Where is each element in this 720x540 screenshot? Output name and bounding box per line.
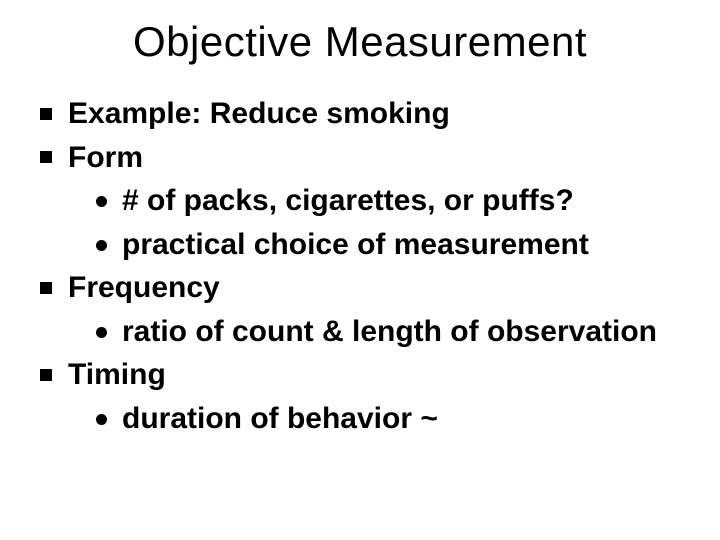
list-item: Form # of packs, cigarettes, or puffs? p…	[40, 136, 680, 267]
list-item: # of packs, cigarettes, or puffs?	[96, 179, 680, 223]
list-item: ratio of count & length of observation	[96, 310, 680, 354]
list-item-label: # of packs, cigarettes, or puffs?	[122, 184, 574, 217]
list-item-label: Timing	[68, 358, 166, 391]
sub-bullet-list: # of packs, cigarettes, or puffs? practi…	[68, 179, 680, 266]
list-item-label: Example: Reduce smoking	[68, 97, 450, 130]
list-item: practical choice of measurement	[96, 223, 680, 267]
list-item: Example: Reduce smoking	[40, 92, 680, 136]
sub-bullet-list: ratio of count & length of observation	[68, 310, 680, 354]
sub-bullet-list: duration of behavior ~	[68, 397, 680, 441]
list-item: Frequency ratio of count & length of obs…	[40, 266, 680, 353]
list-item-label: Frequency	[68, 271, 220, 304]
list-item-label: ratio of count & length of observation	[122, 315, 657, 348]
list-item-label: Form	[68, 141, 143, 174]
slide-title: Objective Measurement	[40, 18, 680, 66]
list-item: Timing duration of behavior ~	[40, 353, 680, 440]
list-item: duration of behavior ~	[96, 397, 680, 441]
list-item-label: duration of behavior ~	[122, 402, 438, 435]
bullet-list: Example: Reduce smoking Form # of packs,…	[40, 92, 680, 440]
slide: Objective Measurement Example: Reduce sm…	[0, 0, 720, 540]
list-item-label: practical choice of measurement	[122, 228, 589, 261]
